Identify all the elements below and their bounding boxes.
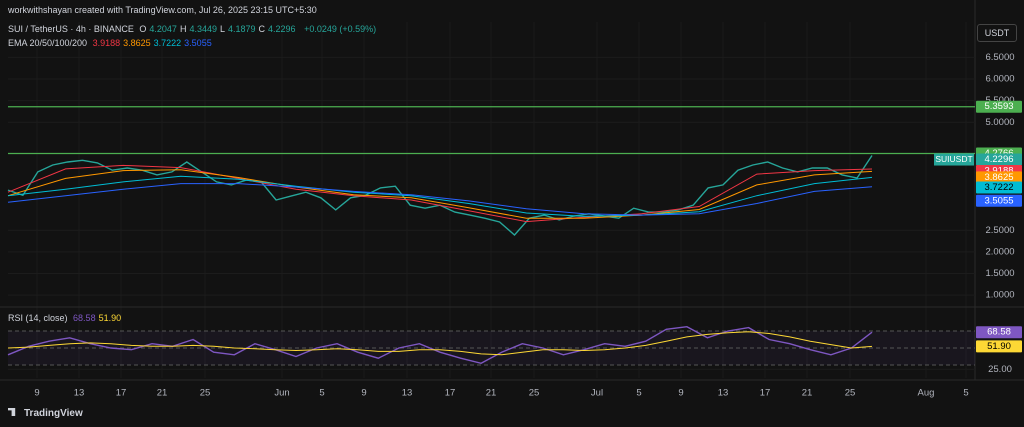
symbol: SUI / TetherUS · 4h · BINANCE: [8, 24, 134, 34]
x-tick-label: 9: [34, 388, 39, 399]
y-tick-label: 1.5000: [985, 268, 1014, 279]
ohlc-value: 4.3449: [189, 24, 217, 34]
x-tick-label: 25: [200, 388, 211, 399]
y-tick-label: 5.0000: [985, 117, 1014, 128]
x-tick-label: 9: [678, 388, 683, 399]
x-tick-label: 5: [636, 388, 641, 399]
change: +0.0249 (+0.59%): [304, 24, 376, 34]
x-tick-label: Jul: [591, 388, 603, 399]
x-tick-label: 5: [963, 388, 968, 399]
watermark: workwithshayan created with TradingView.…: [8, 5, 317, 15]
ohlc-value: 4.1879: [228, 24, 256, 34]
price-tag-label: 3.5055: [984, 195, 1013, 206]
footer: TradingView: [8, 408, 83, 419]
ohlc-value: 4.2296: [268, 24, 296, 34]
ticker-tag-label: SUIUSDT: [935, 154, 972, 164]
y-tick-label: 1.0000: [985, 290, 1014, 301]
ohlc-key: O: [139, 24, 146, 34]
x-tick-label: 9: [361, 388, 366, 399]
y-tick-label: 2.5000: [985, 225, 1014, 236]
y-tick-label: 25.00: [988, 364, 1012, 375]
rsi-values: 68.5851.90: [73, 313, 124, 323]
rsi-label: RSI (14, close): [8, 313, 68, 323]
y-tick-label: 2.0000: [985, 246, 1014, 257]
x-tick-label: 21: [802, 388, 813, 399]
x-tick-label: 25: [845, 388, 856, 399]
rsi-legend: RSI (14, close) 68.5851.90: [8, 313, 127, 323]
y-tick-label: 6.5000: [985, 52, 1014, 63]
x-tick-label: Aug: [918, 388, 935, 399]
logo: [8, 408, 20, 416]
ohlc: O4.2047H4.3449L4.1879C4.2296: [139, 24, 298, 34]
ema-legend: EMA 20/50/100/200 3.91883.86253.72223.50…: [8, 38, 218, 48]
x-tick-label: 21: [157, 388, 168, 399]
x-tick-label: 13: [74, 388, 85, 399]
currency-button[interactable]: USDT: [977, 24, 1017, 42]
ema-values: 3.91883.86253.72223.5055: [93, 38, 215, 48]
ohlc-key: L: [220, 24, 225, 34]
x-tick-label: 17: [760, 388, 771, 399]
rsi-value: 51.90: [99, 313, 122, 323]
x-tick-label: 5: [319, 388, 324, 399]
x-tick-label: 17: [116, 388, 127, 399]
series-line: [8, 156, 872, 236]
ema-value: 3.8625: [123, 38, 151, 48]
rsi-value: 68.58: [73, 313, 96, 323]
x-tick-label: 13: [402, 388, 413, 399]
ohlc-value: 4.2047: [149, 24, 177, 34]
footer-text: TradingView: [24, 408, 83, 419]
x-tick-label: 17: [445, 388, 456, 399]
ema-value: 3.5055: [184, 38, 212, 48]
price-tag-label: 4.2296: [984, 154, 1013, 165]
ohlc-key: H: [180, 24, 187, 34]
series-line: [8, 170, 872, 218]
ohlc-key: C: [259, 24, 266, 34]
price-tag-label: 5.3593: [984, 101, 1013, 112]
series-line: [8, 165, 872, 221]
x-tick-label: 13: [718, 388, 729, 399]
price-tag-label: 3.7222: [984, 182, 1013, 193]
x-tick-label: 25: [529, 388, 540, 399]
x-tick-label: Jun: [274, 388, 289, 399]
ema-label: EMA 20/50/100/200: [8, 38, 87, 48]
price-tag-label: 68.58: [987, 327, 1011, 338]
ema-value: 3.7222: [154, 38, 182, 48]
ema-value: 3.9188: [93, 38, 121, 48]
symbol-legend: SUI / TetherUS · 4h · BINANCE O4.2047H4.…: [8, 24, 379, 34]
y-tick-label: 6.0000: [985, 74, 1014, 85]
x-tick-label: 21: [486, 388, 497, 399]
price-tag-label: 51.90: [987, 341, 1011, 352]
